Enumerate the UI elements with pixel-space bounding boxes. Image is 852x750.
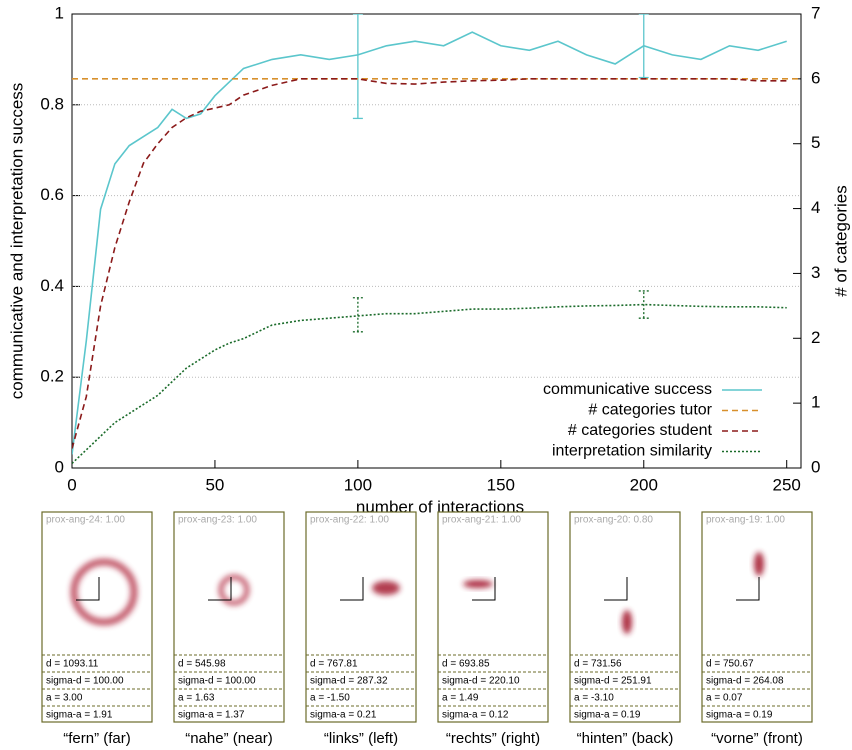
param-text: a = 1.63 [178,693,215,704]
x-tick-label: 200 [630,475,658,494]
panel-frame [305,511,417,723]
panel-title: prox-ang-19: 1.00 [706,515,785,526]
error-bar [352,14,363,120]
param-text: d = 750.67 [706,659,754,670]
crosshair [340,577,364,601]
param-text: d = 1093.11 [46,659,99,670]
y-tick-label: 0.4 [40,276,64,295]
series-line [72,303,787,465]
param-text: a = -3.10 [574,693,614,704]
plot-frame [71,13,802,469]
panel-title: prox-ang-24: 1.00 [46,515,125,526]
y2-tick-label: 2 [811,328,820,347]
category-panel: prox-ang-22: 1.00 d = 767.81 sigma-d = 287… [305,511,417,747]
error-bar [638,14,649,79]
param-text: a = 1.49 [442,693,479,704]
param-text: d = 767.81 [310,659,358,670]
y2-tick-label: 0 [811,457,820,476]
panel-frame [41,511,153,723]
panel-caption: “vorne” (front) [711,730,803,747]
density-blob [463,580,493,588]
crosshair [208,577,232,601]
density-blob [622,610,632,634]
param-text: sigma-d = 251.91 [574,676,652,687]
param-text: sigma-a = 0.19 [574,710,641,721]
panel-title: prox-ang-20: 0.80 [574,515,653,526]
error-bar [352,297,363,333]
crosshair [604,577,628,601]
y-tick-label: 0.8 [40,94,64,113]
category-panel: prox-ang-19: 1.00 d = 750.67 sigma-d = 264… [701,511,813,747]
y2-tick-label: 6 [811,68,820,87]
category-panel: prox-ang-20: 0.80 d = 731.56 sigma-d = 251… [569,511,681,747]
param-text: a = 3.00 [46,693,83,704]
panel-frame [701,511,813,723]
x-tick-label: 150 [487,475,515,494]
y2-tick-label: 5 [811,133,820,152]
series-line [72,31,787,455]
legend-label: interpretation similarity [552,443,712,460]
param-text: sigma-a = 0.12 [442,710,509,721]
x-tick-label: 100 [344,475,372,494]
x-tick-label: 50 [205,475,224,494]
param-text: d = 731.56 [574,659,622,670]
param-text: d = 693.85 [442,659,490,670]
category-panel: prox-ang-23: 1.00 d = 545.98 sigma-d = 100… [173,511,285,747]
panel-title: prox-ang-23: 1.00 [178,515,257,526]
param-text: sigma-a = 0.19 [706,710,773,721]
legend-label: # categories student [568,422,713,439]
density-blob [754,552,764,576]
param-text: sigma-d = 100.00 [46,676,124,687]
x-tick-label: 0 [67,475,76,494]
panel-frame [437,511,549,723]
y2-tick-label: 4 [811,198,820,217]
param-text: a = -1.50 [310,693,350,704]
y2-tick-label: 1 [811,393,820,412]
density-blob [70,558,138,626]
error-bar [638,290,649,319]
y-axis-label: communicative and interpretation success [7,83,26,400]
y-tick-label: 0 [55,457,64,476]
legend-label: # categories tutor [588,402,712,419]
category-panel: prox-ang-24: 1.00 d = 1093.11 sigma-d = 10… [41,511,153,747]
density-blob [372,581,400,595]
panel-title: prox-ang-22: 1.00 [310,515,389,526]
panel-caption: “links” (left) [324,730,398,747]
param-text: a = 0.07 [706,693,743,704]
param-text: sigma-a = 1.37 [178,710,245,721]
crosshair [736,577,760,601]
param-text: sigma-d = 287.32 [310,676,388,687]
panel-title: prox-ang-21: 1.00 [442,515,521,526]
panel-caption: “fern” (far) [63,730,131,747]
y-tick-label: 1 [55,3,64,22]
density-blob [218,574,250,606]
x-tick-label: 250 [773,475,801,494]
crosshair [472,577,496,601]
panel-caption: “rechts” (right) [446,730,540,747]
y2-axis-label: # of categories [831,185,850,297]
param-text: sigma-a = 0.21 [310,710,377,721]
series-line [72,78,787,449]
param-text: sigma-d = 264.08 [706,676,784,687]
category-panel: prox-ang-21: 1.00 d = 693.85 sigma-d = 220… [437,511,549,747]
param-text: sigma-d = 220.10 [442,676,520,687]
crosshair [76,577,100,601]
y-tick-label: 0.6 [40,185,64,204]
panel-frame [173,511,285,723]
y-tick-label: 0.2 [40,367,64,386]
y2-tick-label: 3 [811,263,820,282]
plot-area [72,14,801,465]
panel-caption: “hinten” (back) [577,730,674,747]
y2-tick-label: 7 [811,3,820,22]
param-text: sigma-d = 100.00 [178,676,256,687]
param-text: sigma-a = 1.91 [46,710,113,721]
legend-label: communicative success [543,381,712,398]
panel-caption: “nahe” (near) [185,730,273,747]
param-text: d = 545.98 [178,659,226,670]
